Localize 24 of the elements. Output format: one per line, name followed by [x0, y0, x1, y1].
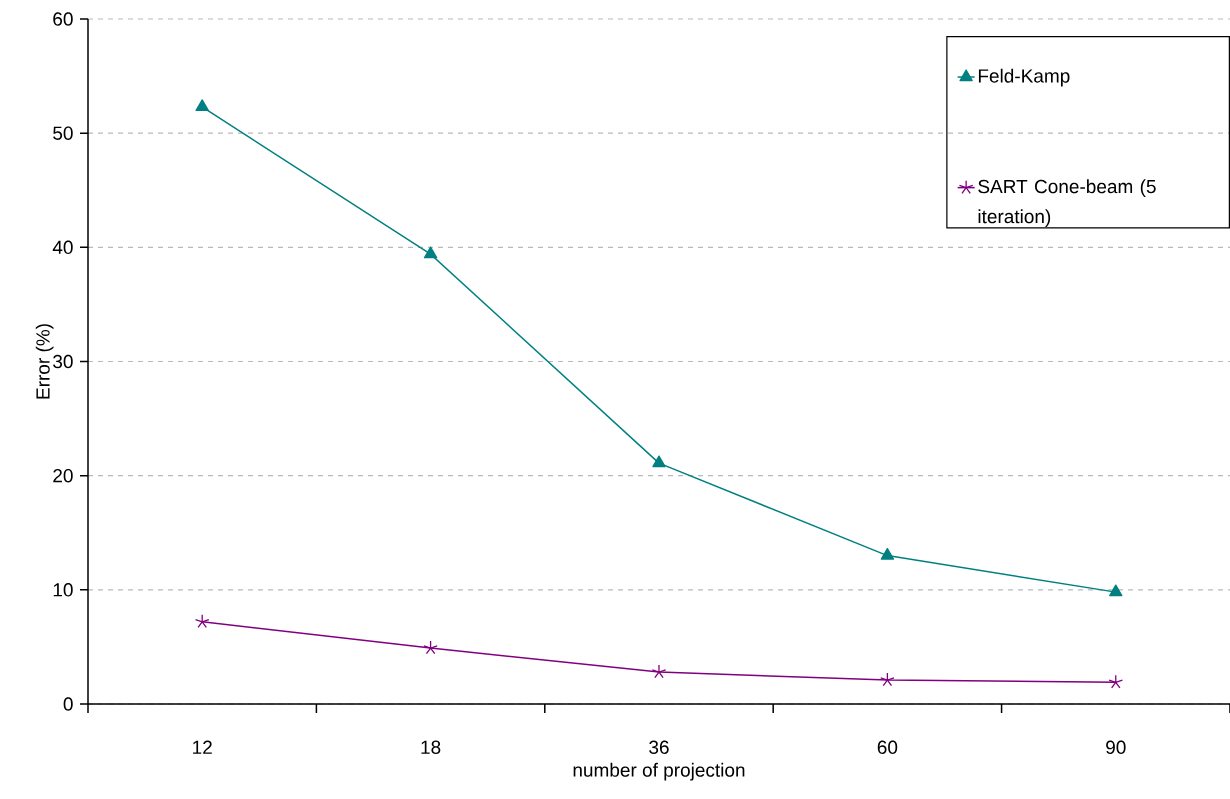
x-tick-label: 12: [193, 740, 212, 754]
y-tick-label: 50: [53, 126, 73, 140]
point: [652, 455, 666, 468]
y-tick-label: 20: [53, 468, 73, 483]
y-tick-label: 10: [53, 583, 73, 597]
y-axis-title: Error (%): [35, 324, 54, 399]
point: [1109, 584, 1123, 597]
point: [423, 640, 438, 655]
point: [880, 547, 895, 560]
x-tick-label: 90: [1106, 740, 1126, 754]
point: [195, 99, 209, 112]
point: [423, 246, 438, 259]
x-tick-label: 18: [421, 740, 441, 754]
y-tick-label: 30: [53, 354, 73, 369]
y-tick-label: 40: [52, 240, 73, 255]
point: [651, 664, 667, 679]
x-tick-label: 60: [877, 740, 898, 754]
point: [880, 672, 895, 687]
legend-label: Feld-Kamp: [978, 68, 1070, 87]
legend-label: SART Cone-beam (5 iteration): [978, 179, 1156, 228]
x-axis-title: number of projection: [573, 762, 745, 781]
y-tick-label: 60: [53, 12, 73, 26]
y-tick-label: 0: [63, 697, 73, 711]
x-tick-label: 36: [649, 740, 669, 754]
